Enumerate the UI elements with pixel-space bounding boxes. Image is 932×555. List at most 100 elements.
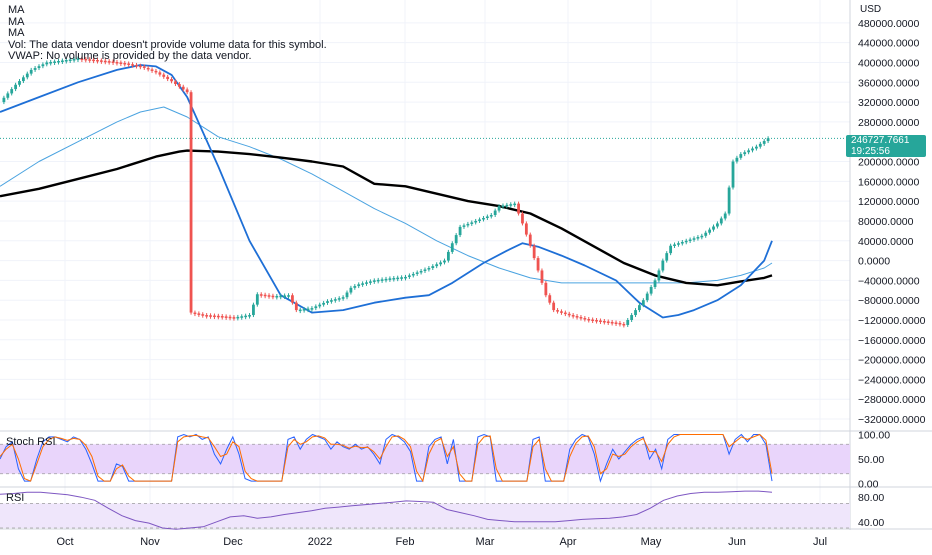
candle-body [185,89,189,93]
stoch-tick-label: 0.00 [858,479,879,491]
candle-body [544,282,548,296]
candle-body [216,315,220,318]
candle-body [614,322,618,324]
candle-body [485,216,489,218]
candle-body [536,258,540,271]
bar-countdown: 19:25:56 [851,145,890,157]
candle-body [677,243,680,245]
candle-body [501,205,505,207]
candle-body [21,77,25,82]
stoch-k-line [0,433,773,483]
candle-body [150,69,154,71]
candle-body [384,278,388,281]
candles [2,56,770,328]
candle-body [310,308,314,310]
candle-body [400,277,403,279]
candle-body [252,304,255,316]
rsi-band [0,503,850,528]
candle-body [443,260,446,263]
candle-body [236,316,240,319]
candle-body [80,58,84,61]
candle-body [493,210,497,216]
candle-body [10,89,14,94]
candle-body [751,148,754,151]
candle-body [665,253,669,261]
price-tick-label: −200000.0000 [858,355,926,367]
candle-body [291,295,294,303]
candle-body [115,61,119,64]
ma-mid-line [0,106,773,284]
candle-body [220,316,224,318]
candle-body [166,76,170,80]
candle-body [205,315,209,317]
candle-body [244,315,248,318]
price-tick-label: 0.0000 [858,256,890,268]
candle-body [314,306,318,309]
candle-body [669,245,673,254]
candle-body [275,295,279,298]
candle-body [158,72,162,75]
candle-body [454,235,458,244]
candle-body [478,219,481,221]
candle-body [747,150,751,153]
candle-body [704,232,708,236]
price-tick-label: 200000.0000 [858,157,919,169]
candle-body [509,204,513,206]
candle-body [563,312,567,315]
candle-body [224,316,228,318]
candle-body [154,70,158,73]
candle-body [18,81,21,85]
candle-body [450,243,454,252]
candle-body [661,260,665,271]
price-tick-label: 320000.0000 [858,97,919,109]
candle-body [673,244,676,246]
ma-slow-line [0,149,773,287]
candle-body [49,61,53,64]
candle-body [131,64,134,66]
time-tick-label: Jul [813,536,827,548]
price-tick-label: −120000.0000 [858,315,926,327]
candle-body [645,293,649,301]
candle-body [700,235,704,238]
candle-body [579,317,583,319]
candle-body [766,138,770,142]
candle-body [470,222,474,224]
candle-body [755,146,758,149]
candle-body [72,59,76,61]
price-tick-label: −80000.0000 [858,295,920,307]
candle-body [762,141,766,144]
chart-legend: MA MA MA Vol: The data vendor doesn't pr… [8,4,327,63]
candle-body [138,65,142,68]
candle-body [177,84,181,87]
rsi-tick-label: 40.00 [858,517,884,529]
candle-body [353,286,357,288]
candle-body [107,61,111,63]
candle-body [439,262,442,265]
time-tick-label: Nov [140,536,160,548]
candle-body [193,312,197,315]
price-tick-label: 160000.0000 [858,176,919,188]
candle-body [146,67,150,70]
candle-body [53,61,56,63]
candle-body [431,266,435,268]
candle-body [84,58,88,61]
candle-body [248,315,251,317]
price-tick-label: −280000.0000 [858,394,926,406]
candle-body [680,242,684,244]
candle-body [419,270,423,273]
candle-body [263,294,267,297]
price-tick-label: −240000.0000 [858,374,926,386]
candle-body [259,294,263,296]
candle-body [556,310,559,312]
candle-body [407,275,411,277]
candle-body [427,268,431,270]
currency-label: USD [860,4,882,15]
candle-body [119,62,123,64]
candle-body [657,270,661,281]
candle-body [345,292,349,298]
time-tick-label: Dec [223,536,243,548]
price-tick-label: 40000.0000 [858,236,914,248]
candle-body [462,225,466,227]
candle-body [372,280,376,282]
candle-body [37,66,41,69]
